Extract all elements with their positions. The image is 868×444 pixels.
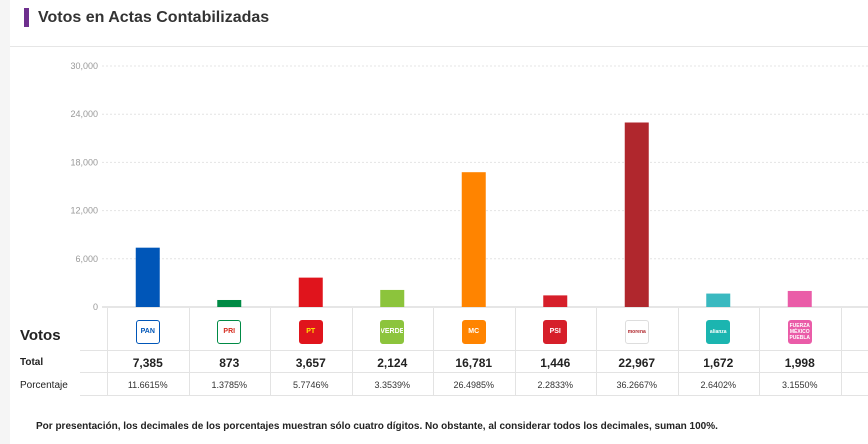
percentage-value: 3.1550% [781, 380, 818, 390]
percentage-value: 5.7746% [292, 380, 329, 390]
total-value: 873 [219, 356, 240, 370]
results-card: Votos en Actas Contabilizadas 0 6,000 12,0… [10, 0, 868, 444]
bar-psi[interactable] [543, 295, 568, 307]
y-tick-label: 6,000 [75, 254, 98, 264]
percentage-value: 3.3539% [374, 380, 411, 390]
y-tick-label: 30,000 [70, 61, 98, 71]
bar-morena[interactable] [624, 122, 649, 307]
total-value: 1,446 [540, 356, 571, 370]
total-row-label: Total [20, 357, 44, 368]
verde-logo-icon: VERDE [380, 320, 405, 344]
total-value: 16,781 [455, 356, 493, 370]
y-tick-label: 0 [93, 302, 98, 310]
bar-fuerza-m-xico-puebla[interactable] [787, 290, 812, 307]
percentage-value: 2.2833% [537, 380, 574, 390]
percentage-value: 26.4985% [453, 380, 495, 390]
y-tick-label: 18,000 [70, 157, 98, 167]
card-header: Votos en Actas Contabilizadas [10, 0, 868, 47]
y-tick-label: 12,000 [70, 206, 98, 216]
title-accent-bar [24, 8, 29, 27]
column-divider [840, 308, 842, 396]
percentage-value: 11.6615% [127, 380, 168, 390]
bar-pt[interactable] [298, 277, 323, 307]
column-divider [351, 308, 353, 396]
total-value: 7,385 [132, 356, 163, 370]
total-value: 22,967 [618, 356, 656, 370]
column-divider [677, 308, 679, 396]
votos-heading: Votos [20, 327, 61, 344]
total-value: 2,124 [377, 356, 408, 370]
footnote: Por presentación, los decimales de los p… [36, 421, 718, 432]
total-value: 3,657 [295, 356, 326, 370]
column-divider [107, 308, 108, 396]
table-divider [80, 350, 868, 351]
mc-logo-icon: MC [461, 320, 486, 344]
table-divider [80, 372, 868, 373]
y-tick-label: 24,000 [70, 109, 98, 119]
psi-logo-icon: PSI [543, 320, 568, 344]
column-divider [270, 308, 271, 396]
alianza-logo-icon: alianza [706, 320, 731, 344]
fuerza-logo-icon: FUERZA MÉXICO PUEBLA [787, 320, 812, 344]
percentage-row-label: Porcentaje [20, 380, 68, 391]
column-divider [514, 308, 516, 396]
votes-bar-chart: 0 6,000 12,000 18,000 24,000 30,000 [70, 61, 868, 310]
percentage-value: 36.2667% [616, 380, 658, 390]
page-title: Votos en Actas Contabilizadas [38, 9, 270, 26]
pt-logo-icon: PT [298, 320, 323, 344]
pri-logo-icon: PRI [217, 320, 242, 344]
total-value: 1,672 [703, 356, 734, 370]
percentage-value: 2.6402% [700, 380, 737, 390]
bar-alianza[interactable] [706, 293, 731, 307]
column-divider [188, 308, 190, 396]
bar-mc[interactable] [461, 172, 486, 307]
morena-logo-icon: morena [624, 320, 649, 344]
total-value: 1,998 [784, 356, 815, 370]
bar-verde[interactable] [380, 289, 405, 307]
column-divider [759, 308, 760, 396]
percentage-value: 1.3785% [211, 380, 248, 390]
bar-pri[interactable] [217, 299, 242, 307]
pan-logo-icon: PAN [135, 320, 160, 344]
column-divider [433, 308, 434, 396]
table-divider [80, 395, 868, 396]
column-divider [596, 308, 597, 396]
bar-pan[interactable] [135, 247, 160, 307]
